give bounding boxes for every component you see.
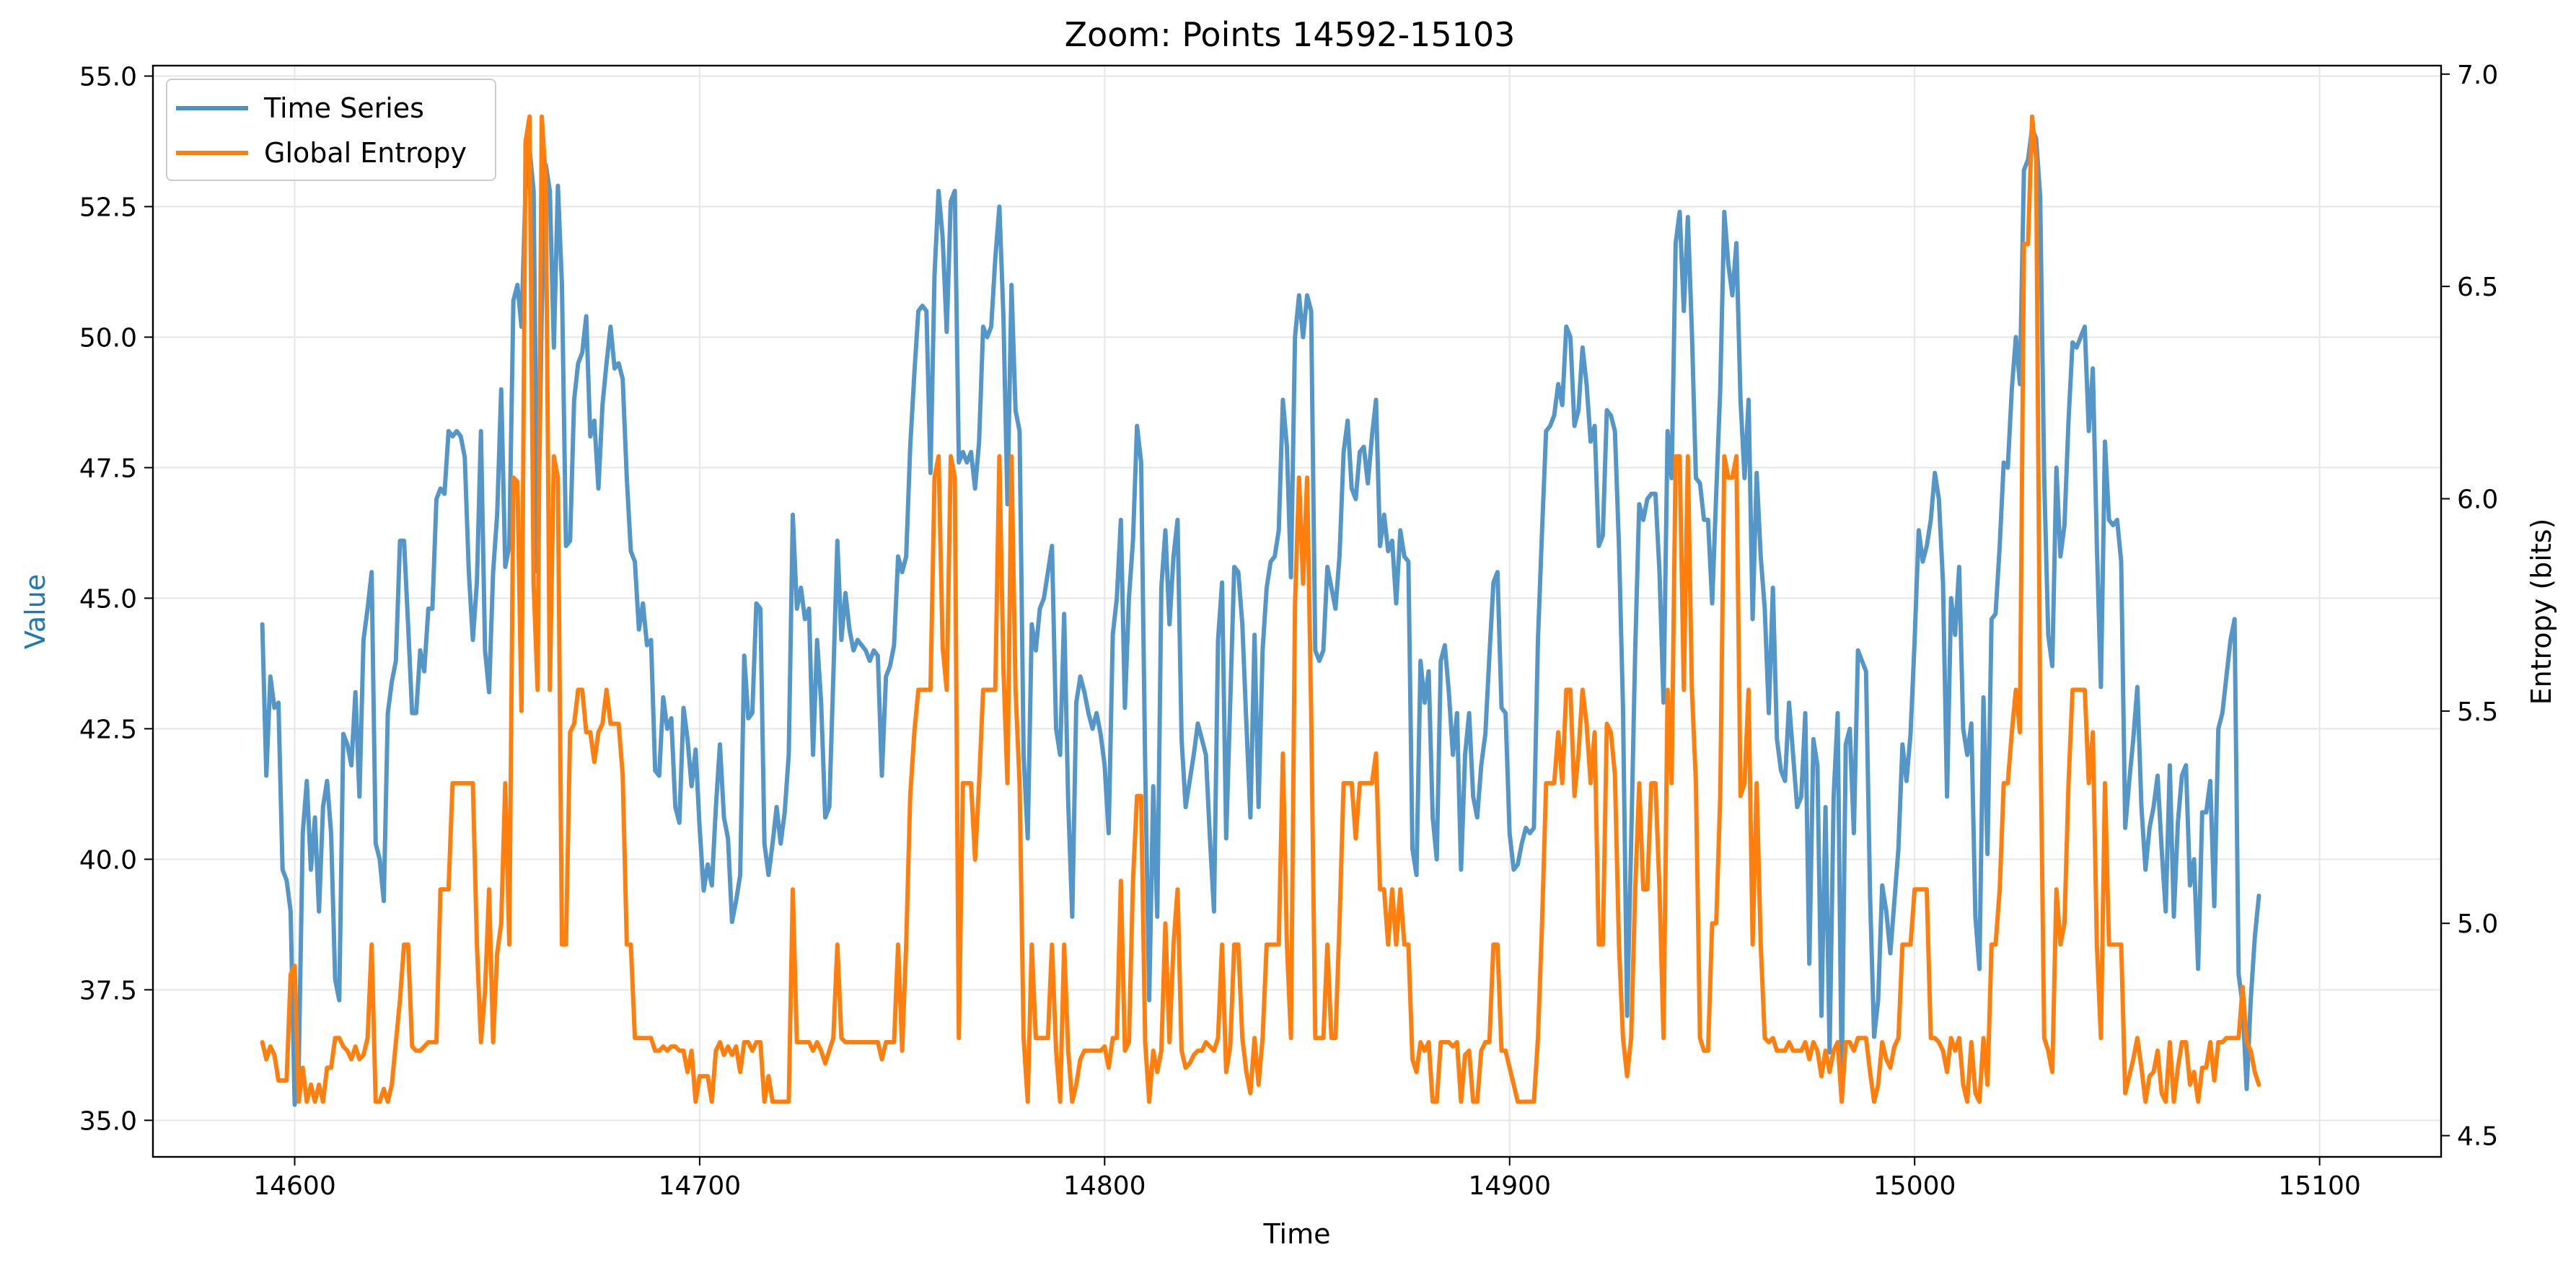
y2-tick-label: 5.0 <box>2457 909 2498 939</box>
y-tick-label: 55.0 <box>79 62 137 92</box>
series-layer <box>260 114 2261 1107</box>
series-line-time-series <box>260 125 2261 1107</box>
x-tick-label: 15000 <box>1873 1171 1956 1201</box>
x-tick-label: 15100 <box>2278 1171 2361 1201</box>
chart-title: Zoom: Points 14592-15103 <box>1065 15 1516 54</box>
plot-frame <box>151 64 2443 1158</box>
y2-tick-label: 4.5 <box>2457 1122 2498 1152</box>
y-tick-label: 37.5 <box>79 976 137 1005</box>
x-axis: 14600 14700 14800 14900 15000 15100 <box>253 1157 2361 1201</box>
y2-tick-label: 5.5 <box>2457 697 2498 727</box>
x-tick-label: 14600 <box>253 1171 336 1201</box>
series-line-global-entropy <box>260 114 2261 1104</box>
y-tick-label: 42.5 <box>79 715 137 744</box>
legend: Time Series Global Entropy <box>166 79 496 181</box>
y-tick-label: 45.0 <box>79 584 137 614</box>
legend-entry-label: Global Entropy <box>264 137 467 169</box>
y-axis-right: 4.5 5.0 5.5 6.0 6.5 7.0 <box>2441 61 2498 1152</box>
legend-entry-label: Time Series <box>263 92 424 124</box>
x-tick-label: 14800 <box>1063 1171 1146 1201</box>
x-axis-label: Time <box>1263 1218 1331 1250</box>
y2-tick-label: 7.0 <box>2457 61 2498 90</box>
y-tick-label: 52.5 <box>79 193 137 222</box>
y-axis-label-left: Value <box>19 574 51 649</box>
legend-box <box>166 79 496 181</box>
x-tick-label: 14900 <box>1468 1171 1551 1201</box>
y-tick-label: 50.0 <box>79 323 137 353</box>
y2-tick-label: 6.5 <box>2457 273 2498 302</box>
y2-tick-label: 6.0 <box>2457 485 2498 514</box>
y-axis-label-right: Entropy (bits) <box>2526 519 2557 705</box>
y-tick-label: 47.5 <box>79 454 137 483</box>
y-axis-left: 35.0 37.5 40.0 42.5 45.0 47.5 50.0 52.5 55.0 <box>79 62 153 1136</box>
y-tick-label: 40.0 <box>79 845 137 875</box>
y-tick-label: 35.0 <box>79 1106 137 1136</box>
x-tick-label: 14700 <box>659 1171 742 1201</box>
